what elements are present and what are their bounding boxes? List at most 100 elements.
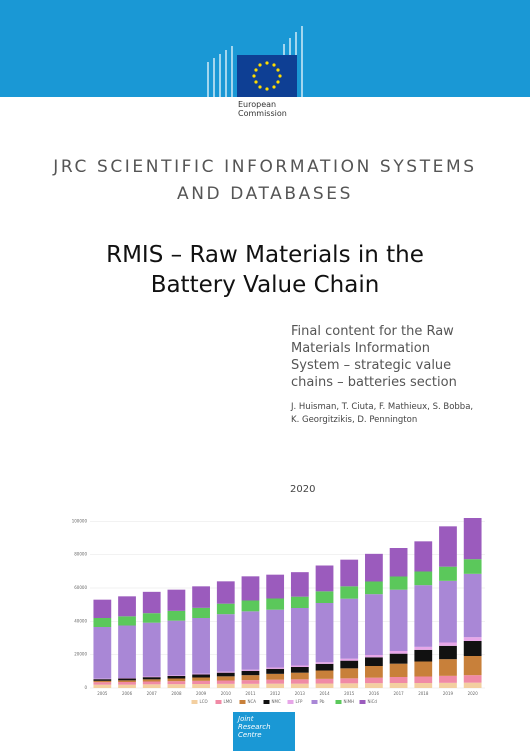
y-tick-label: 80000 xyxy=(74,552,87,557)
x-tick-label: 2019 xyxy=(443,691,454,696)
bar-segment xyxy=(167,675,186,676)
author-line: J. Huisman, T. Ciuta, F. Mathieux, S. Bo… xyxy=(291,402,474,412)
subtitle: Final content for the Raw Materials Infor… xyxy=(291,323,457,391)
bar-segment xyxy=(389,548,408,577)
bar-segment xyxy=(93,679,112,681)
bar-segment xyxy=(167,681,186,685)
x-tick-label: 2012 xyxy=(270,691,281,696)
ec-logo xyxy=(207,26,303,97)
legend-label: NCA xyxy=(248,699,257,704)
bar-segment xyxy=(463,641,482,656)
legend-swatch xyxy=(191,700,198,704)
bar-segment xyxy=(192,680,210,684)
bar-segment xyxy=(389,663,408,677)
bar-segment xyxy=(241,600,260,612)
bar-segment xyxy=(414,683,433,688)
x-tick-label: 2008 xyxy=(171,691,182,696)
bar-segment xyxy=(315,662,334,664)
bar-segment xyxy=(142,622,161,677)
legend-label: Pb xyxy=(320,699,325,704)
x-tick-label: 2005 xyxy=(97,691,108,696)
bar-segment xyxy=(93,684,112,688)
bar-segment xyxy=(365,594,383,655)
bar-segment xyxy=(439,645,457,660)
author-line: K. Georgitzikis, D. Pennington xyxy=(291,415,418,425)
x-tick-label: 2018 xyxy=(418,691,429,696)
logo-line: Joint xyxy=(238,715,254,723)
bar-segment xyxy=(167,684,186,688)
bar-segment xyxy=(118,682,136,685)
bar-segment xyxy=(389,683,408,688)
bar-segment xyxy=(340,678,359,684)
y-tick-label: 60000 xyxy=(74,585,87,590)
series-title: JRC SCIENTIFIC INFORMATION SYSTEMS AND DA… xyxy=(0,154,530,208)
bar-segment xyxy=(389,576,408,590)
bar-segment xyxy=(266,683,285,688)
bar-segment xyxy=(439,642,457,646)
x-tick-label: 2014 xyxy=(319,691,330,696)
bar-segment xyxy=(266,598,285,610)
title-line: RMIS – Raw Materials in the xyxy=(106,242,424,268)
bar-segment xyxy=(142,613,161,623)
y-tick-label: 100000 xyxy=(72,518,88,523)
bar-segment xyxy=(290,596,309,608)
bar-segment xyxy=(315,603,334,663)
bar-segment xyxy=(216,676,235,681)
bar-segment xyxy=(414,661,433,677)
bar-segment xyxy=(93,599,112,618)
bar-segment xyxy=(192,673,210,675)
bar-segment xyxy=(241,675,260,681)
subtitle-line: chains – batteries section xyxy=(291,375,457,390)
bar-segment xyxy=(241,576,260,601)
bar-segment xyxy=(216,683,235,688)
bar-segment xyxy=(118,596,136,617)
x-tick-label: 2016 xyxy=(369,691,380,696)
bar-segment xyxy=(192,586,210,608)
bar-segment xyxy=(167,620,186,676)
bar-segment xyxy=(463,682,482,688)
bar-segment xyxy=(118,684,136,688)
bar-segment xyxy=(340,559,359,587)
legend-swatch xyxy=(215,700,222,704)
bar-segment xyxy=(216,680,235,684)
logo-line: Research xyxy=(238,723,271,731)
bar-segment xyxy=(266,679,285,684)
bar-segment xyxy=(414,646,433,650)
bar-segment xyxy=(414,585,433,647)
legend-swatch xyxy=(359,700,366,704)
bar-segment xyxy=(439,580,457,643)
bar-segment xyxy=(439,675,457,683)
bar-segment xyxy=(389,653,408,664)
bar-segment xyxy=(389,677,408,683)
bar-segment xyxy=(118,678,136,679)
bar-segment xyxy=(142,684,161,688)
bar-segment xyxy=(266,673,285,680)
bar-segment xyxy=(340,586,359,599)
x-tick-label: 2011 xyxy=(245,691,256,696)
bar-segment xyxy=(365,657,383,666)
x-tick-label: 2006 xyxy=(122,691,133,696)
legend-swatch xyxy=(263,700,270,704)
bar-segment xyxy=(142,679,161,682)
bar-segment xyxy=(463,518,482,560)
bar-segment xyxy=(290,672,309,680)
bar-segment xyxy=(266,668,285,674)
bar-segment xyxy=(142,681,161,685)
bar-segment xyxy=(365,677,383,684)
legend-label: LFP xyxy=(296,699,304,704)
x-tick-label: 2009 xyxy=(196,691,207,696)
bar-segment xyxy=(290,679,309,684)
bar-segment xyxy=(315,565,334,592)
bar-segment xyxy=(315,591,334,603)
bar-segment xyxy=(93,627,112,679)
bar-segment xyxy=(290,667,309,673)
bar-segment xyxy=(241,611,260,670)
bar-segment xyxy=(142,676,161,678)
bar-segment xyxy=(463,637,482,641)
legend-label: NMC xyxy=(272,699,281,704)
org-line: European xyxy=(238,100,277,109)
legend-label: NiMH xyxy=(344,699,355,704)
bar-segment xyxy=(365,655,383,658)
bar-segment xyxy=(389,589,408,651)
bar-segment xyxy=(216,671,235,673)
